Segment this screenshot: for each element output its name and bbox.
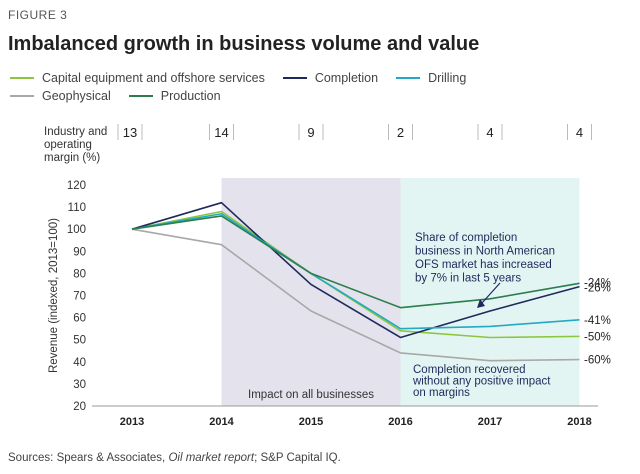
source-prefix: Sources: Spears & Associates, [8,452,169,464]
legend-item-production: Production [128,89,221,103]
legend-swatch-capital [10,77,34,79]
annotation-share: OFS market has increased [415,259,552,271]
x-tick-label: 2018 [567,416,591,428]
margin-value: 4 [486,125,493,140]
margin-value: 9 [307,125,314,140]
y-tick-label: 50 [73,335,86,347]
end-label-completion: -26% [584,283,611,295]
y-tick-label: 60 [73,313,86,325]
x-tick-label: 2016 [388,416,412,428]
annotation-recovered: Completion recovered [413,364,526,376]
legend-item-drilling: Drilling [396,71,466,85]
series-line-geophysical [131,228,580,362]
end-label-capital: -50% [584,331,611,343]
source-italic: Oil market report [168,452,255,464]
legend-label-production: Production [160,89,221,103]
y-tick-label: 70 [73,291,86,303]
legend-label-drilling: Drilling [428,71,467,85]
annotation-recovered: without any positive impact [412,376,551,388]
margin-value: 4 [576,125,583,140]
y-tick-label: 90 [73,246,86,258]
annotation-recovered: on margins [413,387,470,399]
annotation-share: Share of completion [415,232,517,244]
x-tick-label: 2014 [209,416,234,428]
legend-swatch-production [128,95,153,97]
y-tick-label: 80 [73,268,86,280]
shade-impact-region [221,178,401,406]
margin-row-label: Industry and [44,126,107,138]
legend-item-capital: Capital equipment and offshore services [10,71,265,85]
annotation-arrow-line [481,282,501,304]
y-tick-label: 110 [68,202,86,214]
legend-swatch-completion [282,77,307,79]
arrow-head-icon [477,299,485,308]
end-label-production: -24% [584,277,611,289]
margin-row-label: operating [44,139,92,151]
y-axis-title: Revenue (indexed, 2013=100) [48,218,60,373]
margin-value: 13 [123,125,137,140]
end-label-drilling: -41% [584,315,611,327]
legend: Capital equipment and offshore services … [10,69,630,105]
x-tick-label: 2013 [120,416,144,428]
source-suffix: ; S&P Capital IQ. [254,452,341,464]
legend-swatch-drilling [396,77,421,79]
series-line-capital [131,210,580,339]
margin-row-label: margin (%) [44,152,100,164]
y-tick-label: 20 [73,401,86,413]
y-tick-label: 40 [73,357,86,369]
x-tick-label: 2015 [299,416,323,428]
legend-swatch-geophysical [10,95,34,97]
series-line-production [131,215,580,309]
legend-item-completion: Completion [282,71,379,85]
series-line-drilling [131,212,580,330]
annotation-share: business in North American [415,246,555,258]
annotation-impact: Impact on all businesses [248,389,374,401]
source-note: Sources: Spears & Associates, Oil market… [8,452,341,464]
legend-label-completion: Completion [314,71,379,85]
y-tick-label: 30 [73,379,86,391]
margin-value: 2 [397,125,404,140]
end-label-geophysical: -60% [584,355,611,367]
series-line-completion [131,201,580,339]
legend-label-capital: Capital equipment and offshore services [42,71,265,85]
chart-title: Imbalanced growth in business volume and… [8,33,480,55]
annotation-share: by 7% in last 5 years [415,273,521,285]
y-tick-label: 100 [67,224,86,236]
legend-item-geophysical: Geophysical [10,89,111,103]
legend-label-geophysical: Geophysical [42,89,111,103]
figure-label: FIGURE 3 [8,8,68,22]
margin-value: 14 [214,125,228,140]
x-tick-label: 2017 [478,416,502,428]
y-tick-label: 120 [67,180,86,192]
shade-recovery-region [400,178,580,406]
